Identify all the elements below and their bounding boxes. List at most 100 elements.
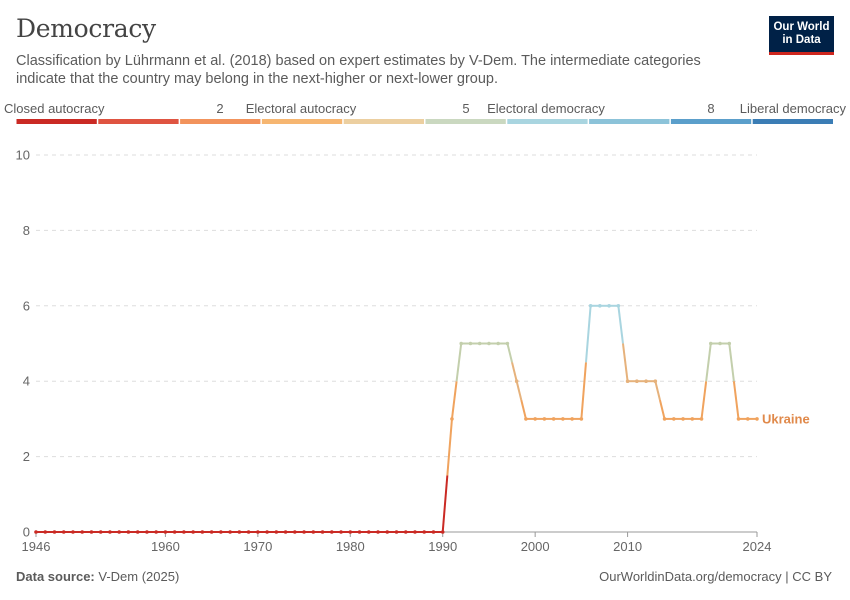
legend-swatch-5 bbox=[425, 119, 506, 124]
data-point-2023 bbox=[745, 417, 750, 421]
series-segment-1997-a bbox=[506, 343, 514, 363]
data-point-1965 bbox=[209, 530, 214, 534]
data-point-1981 bbox=[357, 530, 362, 534]
chart-subtitle: Classification by Lührmann et al. (2018)… bbox=[16, 53, 701, 87]
data-point-1997 bbox=[505, 341, 510, 346]
series-segment-2005-b bbox=[584, 305, 592, 363]
data-point-1971 bbox=[265, 530, 269, 534]
series-segment-2013-a bbox=[654, 380, 661, 401]
data-point-1948 bbox=[52, 530, 57, 534]
data-point-1959 bbox=[154, 530, 158, 534]
data-point-1986 bbox=[403, 530, 408, 534]
logo-line-1: Our World bbox=[773, 21, 830, 33]
data-point-1963 bbox=[191, 530, 195, 534]
data-point-1960 bbox=[163, 530, 168, 534]
legend-swatch-6 bbox=[507, 119, 588, 124]
legend-label-3: 5 bbox=[462, 101, 469, 116]
data-point-1979 bbox=[339, 530, 343, 534]
series-ukraine bbox=[34, 304, 759, 534]
data-point-2020 bbox=[718, 341, 722, 346]
data-point-1970 bbox=[256, 530, 260, 534]
data-point-2019 bbox=[708, 341, 713, 346]
data-point-1954 bbox=[108, 530, 112, 534]
data-point-1984 bbox=[385, 530, 390, 534]
data-point-1975 bbox=[302, 530, 306, 534]
data-point-1993 bbox=[468, 341, 473, 346]
data-point-2018 bbox=[699, 417, 704, 421]
x-tick-label-1970: 1970 bbox=[243, 539, 272, 554]
data-point-2008 bbox=[607, 304, 611, 308]
series-segment-1990-b bbox=[446, 418, 453, 476]
series-label-0: Ukraine bbox=[762, 411, 810, 426]
data-point-1983 bbox=[376, 530, 380, 534]
data-point-1994 bbox=[477, 341, 482, 346]
data-point-2016 bbox=[681, 417, 685, 421]
data-point-1952 bbox=[89, 530, 94, 534]
data-point-1956 bbox=[126, 530, 131, 534]
legend-label-4: Electoral democracy bbox=[487, 101, 605, 116]
data-point-2014 bbox=[662, 417, 667, 421]
series-segment-2009-a bbox=[617, 305, 624, 344]
data-point-2015 bbox=[672, 417, 676, 421]
data-point-2002 bbox=[551, 417, 556, 421]
data-point-2003 bbox=[561, 417, 565, 421]
data-point-1951 bbox=[80, 530, 85, 534]
data-point-1973 bbox=[283, 530, 288, 534]
data-point-1980 bbox=[348, 530, 353, 534]
data-point-1957 bbox=[135, 530, 140, 534]
line-chart: Closed autocracy 2 Electoral autocracy 5 Ele… bbox=[4, 101, 846, 554]
legend-swatch-4 bbox=[343, 119, 424, 124]
y-tick-label-0: 0 bbox=[23, 525, 30, 540]
series-segment-2018-a bbox=[700, 381, 708, 420]
data-point-1977 bbox=[320, 530, 325, 534]
legend-swatch-7 bbox=[589, 119, 670, 124]
data-point-1962 bbox=[182, 530, 186, 534]
legend-swatch-8 bbox=[670, 119, 752, 124]
data-point-2013 bbox=[653, 379, 658, 384]
data-source-value[interactable]: V-Dem (2025) bbox=[98, 569, 180, 584]
data-point-2024 bbox=[755, 417, 759, 421]
data-point-1961 bbox=[172, 530, 177, 534]
data-point-1946 bbox=[34, 530, 38, 534]
legend-label-1: 2 bbox=[216, 101, 223, 116]
series-segment-1998-a bbox=[515, 380, 523, 401]
legend-label-2: Electoral autocracy bbox=[246, 101, 357, 116]
data-point-1969 bbox=[246, 530, 251, 534]
data-point-1990 bbox=[440, 530, 445, 534]
x-tick-label-1946: 1946 bbox=[22, 539, 51, 554]
data-point-1989 bbox=[431, 530, 436, 534]
data-point-2004 bbox=[570, 417, 574, 421]
data-point-1999 bbox=[524, 417, 528, 421]
data-point-1978 bbox=[329, 530, 334, 534]
x-tick-label-2024: 2024 bbox=[743, 539, 772, 554]
logo-line-2: in Data bbox=[782, 34, 821, 46]
data-point-1947 bbox=[43, 530, 48, 534]
credit-link[interactable]: OurWorldinData.org/democracy | CC BY bbox=[599, 569, 832, 584]
data-point-1976 bbox=[311, 530, 316, 534]
data-point-1985 bbox=[394, 530, 399, 534]
data-point-1953 bbox=[98, 530, 103, 534]
data-point-2011 bbox=[635, 379, 639, 384]
series-segment-2009-b bbox=[621, 343, 629, 382]
series-segment-1997-b bbox=[511, 362, 518, 382]
owid-logo[interactable]: Our World in Data bbox=[769, 16, 834, 55]
y-tick-label-10: 10 bbox=[16, 148, 30, 163]
y-tick-label-4: 4 bbox=[23, 374, 30, 389]
x-tick-label-1980: 1980 bbox=[336, 539, 365, 554]
data-point-1995 bbox=[487, 341, 491, 346]
data-point-1988 bbox=[422, 530, 427, 534]
data-point-1968 bbox=[237, 530, 242, 534]
data-point-2010 bbox=[625, 379, 630, 384]
x-tick-label-2000: 2000 bbox=[521, 539, 550, 554]
legend-label-6: Liberal democracy bbox=[740, 101, 847, 116]
data-point-1964 bbox=[200, 530, 205, 534]
data-point-2022 bbox=[736, 417, 741, 421]
series-segment-1998-b bbox=[520, 399, 527, 420]
legend-swatch-0 bbox=[16, 119, 97, 124]
color-legend: Closed autocracy 2 Electoral autocracy 5 Ele… bbox=[4, 101, 846, 124]
x-tick-label-1990: 1990 bbox=[428, 539, 457, 554]
data-point-1949 bbox=[61, 530, 66, 534]
data-point-2021 bbox=[727, 341, 732, 346]
data-point-1958 bbox=[145, 530, 149, 534]
series-segment-2021-b bbox=[732, 381, 740, 420]
